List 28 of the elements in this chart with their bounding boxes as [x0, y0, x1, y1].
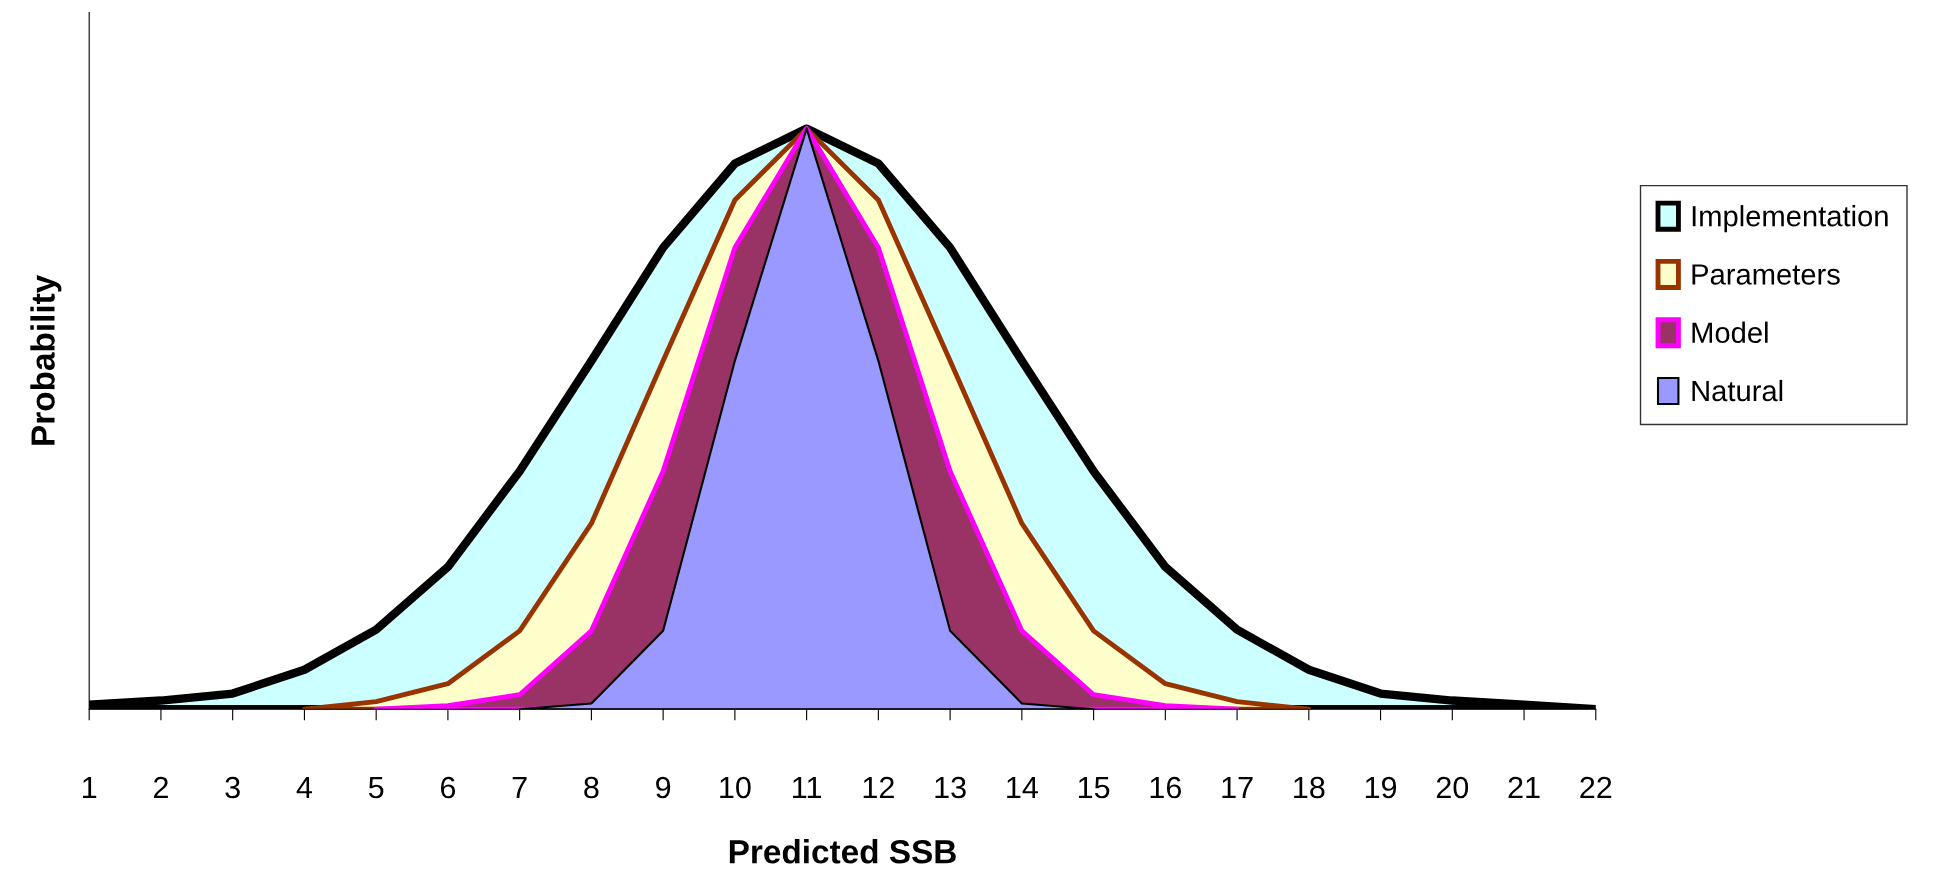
legend-label: Natural	[1692, 379, 1783, 402]
x-tick-label: 12	[863, 776, 894, 799]
x-tick-label: 10	[720, 776, 751, 799]
x-tick-label: 17	[1222, 777, 1253, 799]
x-tick-label: 1	[83, 777, 97, 799]
x-tick-label: 3	[225, 776, 240, 799]
legend-label: Implementation	[1692, 205, 1888, 233]
x-tick-label: 2	[153, 776, 168, 799]
x-tick-label: 8	[584, 776, 599, 799]
x-tick-label: 18	[1294, 776, 1325, 799]
x-tick-label: 19	[1365, 776, 1397, 799]
legend-label: Model	[1692, 321, 1768, 344]
x-axis-title: Predicted SSB	[729, 839, 956, 864]
x-tick-label: 5	[368, 777, 384, 799]
legend-label: Parameters	[1692, 264, 1840, 285]
x-tick-label: 6	[440, 776, 456, 799]
x-tick-label: 22	[1580, 776, 1612, 799]
x-tick-label: 9	[656, 776, 671, 799]
x-tick-label: 7	[512, 777, 527, 799]
x-tick-label: 15	[1078, 777, 1110, 799]
y-axis-title: Probability	[30, 274, 62, 445]
x-tick-label: 11	[793, 777, 821, 799]
x-tick-label: 21	[1508, 776, 1540, 799]
x-tick-label: 16	[1150, 776, 1181, 799]
x-tick-label: 4	[296, 777, 313, 799]
x-tick-label: 13	[935, 776, 966, 799]
x-tick-label: 20	[1436, 776, 1469, 799]
x-tick-label: 14	[1007, 777, 1038, 799]
